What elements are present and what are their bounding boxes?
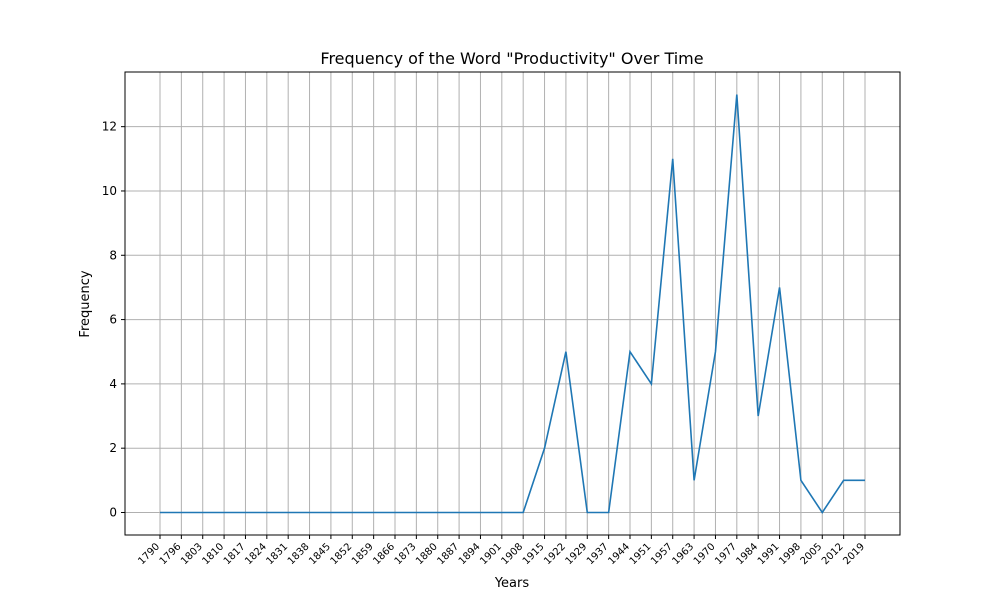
chart-title: Frequency of the Word "Productivity" Ove… xyxy=(320,49,703,68)
x-tick-label: 1977 xyxy=(713,541,739,567)
y-tick-label: 8 xyxy=(109,248,117,262)
x-tick-label: 2005 xyxy=(799,541,825,567)
x-tick-label: 1838 xyxy=(286,541,312,567)
x-tick-label: 1852 xyxy=(329,541,355,567)
y-tick-label: 10 xyxy=(102,184,117,198)
x-tick-label: 1845 xyxy=(307,541,333,567)
x-tick-label: 1984 xyxy=(735,541,761,567)
y-tick-label: 12 xyxy=(102,120,117,134)
x-tick-label: 1915 xyxy=(521,541,547,567)
x-tick-label: 1824 xyxy=(243,541,269,567)
x-tick-label: 2019 xyxy=(841,541,867,567)
x-tick-label: 1970 xyxy=(692,541,718,567)
y-tick-label: 4 xyxy=(109,377,117,391)
x-tick-label: 1957 xyxy=(649,541,675,567)
x-tick-label: 2012 xyxy=(820,541,846,567)
x-tick-label: 1790 xyxy=(136,541,162,567)
x-tick-label: 1908 xyxy=(500,541,526,567)
x-tick-label: 1944 xyxy=(606,541,632,567)
grid-layer xyxy=(125,72,900,535)
x-tick-label: 1901 xyxy=(478,541,504,567)
x-tick-label: 1929 xyxy=(564,541,590,567)
x-tick-label: 1796 xyxy=(158,541,184,567)
x-tick-label: 1873 xyxy=(393,541,419,567)
x-tick-label: 1951 xyxy=(628,541,654,567)
y-tick-label: 6 xyxy=(109,313,117,327)
x-axis-label: Years xyxy=(494,576,530,591)
x-tick-label: 1880 xyxy=(414,541,440,567)
x-tick-label: 1937 xyxy=(585,541,611,567)
x-tick-label: 1866 xyxy=(371,541,397,567)
x-tick-label: 1831 xyxy=(265,541,291,567)
x-tick-label: 1810 xyxy=(200,541,226,567)
x-tick-label: 1922 xyxy=(542,541,568,567)
y-tick-label: 2 xyxy=(109,441,117,455)
x-tick-label: 1859 xyxy=(350,541,376,567)
x-tick-label: 1963 xyxy=(670,541,696,567)
plot-frame xyxy=(124,71,901,536)
y-axis-label: Frequency xyxy=(78,270,93,337)
x-tick-label: 1991 xyxy=(756,541,782,567)
tick-layer: 1790179618031810181718241831183818451852… xyxy=(102,120,867,567)
y-tick-label: 0 xyxy=(109,505,117,519)
x-tick-label: 1887 xyxy=(435,541,461,567)
series-line xyxy=(160,94,865,514)
x-tick-label: 1998 xyxy=(777,541,803,567)
x-tick-label: 1817 xyxy=(222,541,248,567)
x-tick-label: 1894 xyxy=(457,541,483,567)
x-tick-label: 1803 xyxy=(179,541,205,567)
series-layer xyxy=(160,94,865,514)
